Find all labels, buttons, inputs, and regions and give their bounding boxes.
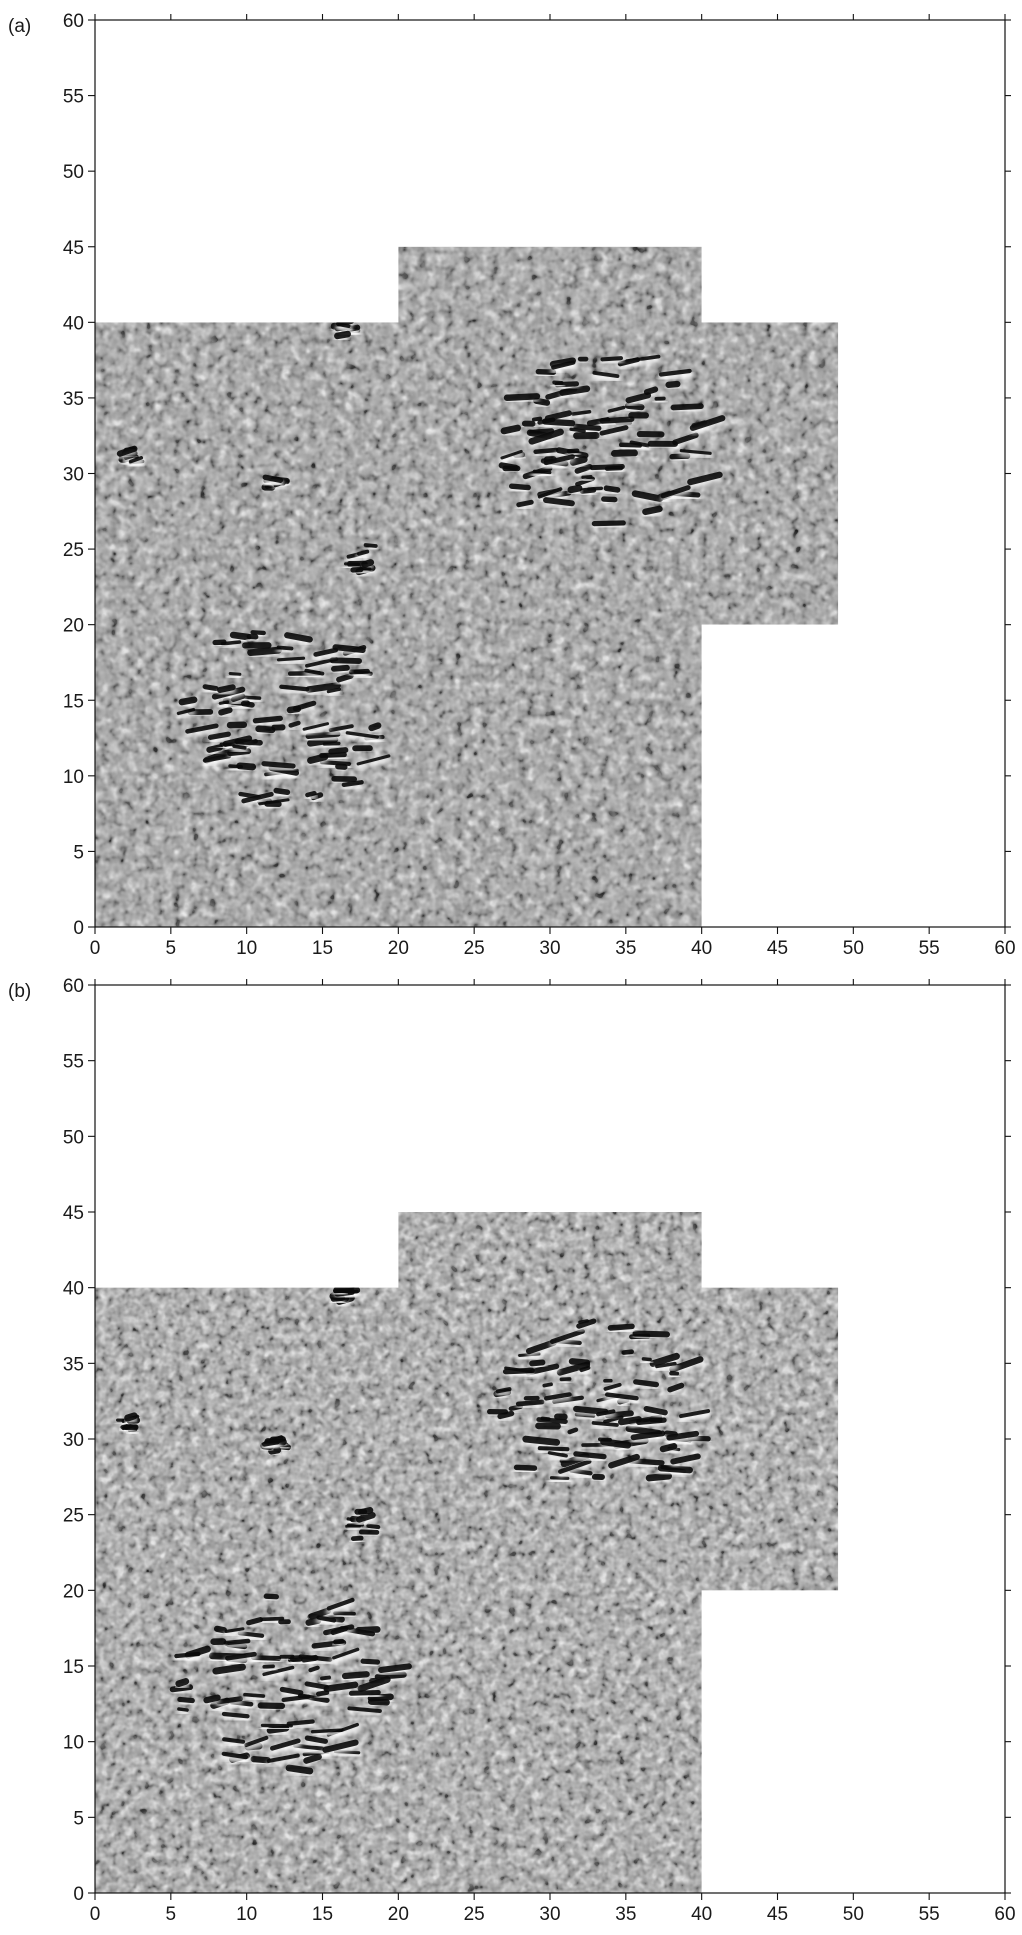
y-tick-label: 20 [63,616,84,637]
x-tick-label: 10 [236,1904,257,1925]
x-tick-label: 35 [615,1904,636,1925]
anomaly [264,1438,288,1455]
y-tick-label: 5 [73,842,84,863]
x-tick-label: 25 [464,938,485,959]
x-tick-label: 55 [919,1904,940,1925]
x-tick-label: 5 [166,1904,177,1925]
panel-a: 0 5 10 15 20 25 30 35 40 45 50 55 60 0 5 10 15 20 25 30 35 40… [8,11,1016,959]
x-tick-label: 0 [90,938,101,959]
y-tick-label: 60 [63,976,84,997]
x-tick-label: 20 [388,1904,409,1925]
x-tick-label: 5 [166,938,177,959]
x-tick-label: 30 [539,1904,560,1925]
y-tick-label: 5 [73,1808,84,1829]
x-tick-label: 55 [919,938,940,959]
y-tick-label: 50 [63,1127,84,1148]
x-tick-label: 0 [90,1904,101,1925]
y-tick-label: 30 [63,465,84,486]
survey-texture [95,1212,838,1893]
y-tick-label: 25 [63,540,84,561]
panel-label: (b) [8,981,31,1002]
y-tick-label: 35 [63,1354,84,1375]
y-tick-label: 0 [73,918,84,939]
y-tick-label: 25 [63,1506,84,1527]
y-tick-label: 55 [63,1052,84,1073]
y-tick-label: 40 [63,313,84,334]
y-tick-label: 15 [63,691,84,712]
y-tick-label: 35 [63,389,84,410]
x-tick-label: 45 [767,938,788,959]
x-tick-label: 15 [312,938,333,959]
x-tick-label: 20 [388,938,409,959]
x-tick-label: 15 [312,1904,333,1925]
x-tick-label: 40 [691,1904,712,1925]
anomaly [333,1286,357,1304]
y-tick-label: 10 [63,767,84,788]
y-tick-label: 10 [63,1733,84,1754]
y-tick-label: 30 [63,1430,84,1451]
x-tick-label: 50 [843,938,864,959]
y-tick-label: 45 [63,1203,84,1224]
x-tick-label: 35 [615,938,636,959]
survey-texture [95,247,838,927]
y-tick-label: 60 [63,11,84,32]
y-tick-label: 55 [63,87,84,108]
x-tick-label: 60 [994,1904,1015,1925]
x-tick-label: 45 [767,1904,788,1925]
x-tick-label: 60 [994,938,1015,959]
y-tick-label: 45 [63,238,84,259]
y-tick-label: 40 [63,1279,84,1300]
panel-b: 0 5 10 15 20 25 30 35 40 45 50 55 60 0 5 10 15 20 25 30 35 40… [8,976,1016,1925]
x-tick-label: 50 [843,1904,864,1925]
survey-area [95,1212,838,1893]
x-tick-label: 30 [539,938,560,959]
panel-label: (a) [8,16,31,37]
x-tick-label: 40 [691,938,712,959]
y-tick-label: 20 [63,1581,84,1602]
survey-area [95,247,838,927]
y-tick-label: 50 [63,162,84,183]
x-tick-label: 25 [464,1904,485,1925]
y-tick-label: 0 [73,1884,84,1905]
y-tick-label: 15 [63,1657,84,1678]
x-tick-label: 10 [236,938,257,959]
